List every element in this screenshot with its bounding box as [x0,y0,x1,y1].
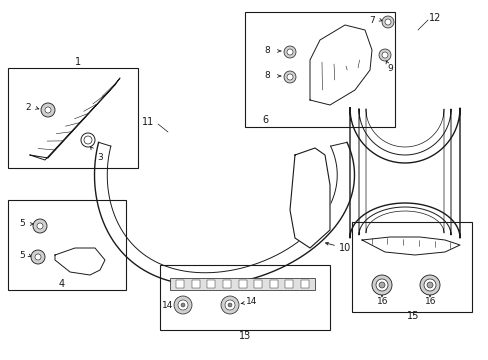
Circle shape [426,282,432,288]
Bar [244,12,394,127]
Text: 8: 8 [264,71,269,80]
Text: 3: 3 [97,153,102,162]
Circle shape [286,49,292,55]
Bar [223,280,230,288]
Polygon shape [309,25,371,105]
Circle shape [221,296,239,314]
Text: 4: 4 [59,279,65,289]
Bar [351,222,471,312]
Polygon shape [361,237,459,255]
Circle shape [31,250,45,264]
Text: 8: 8 [264,45,269,54]
Circle shape [224,300,235,310]
Circle shape [37,223,43,229]
Text: 11: 11 [142,117,154,127]
Circle shape [419,275,439,295]
Text: 7: 7 [368,15,374,24]
Text: 16: 16 [376,297,388,306]
Circle shape [381,16,393,28]
Circle shape [41,103,55,117]
Text: 5: 5 [19,219,25,228]
Bar [160,265,329,330]
Circle shape [33,219,47,233]
Text: 9: 9 [386,63,392,72]
Circle shape [381,52,387,58]
Text: 1: 1 [75,57,81,67]
Bar [269,280,277,288]
Circle shape [81,133,95,147]
Text: 14: 14 [246,297,257,306]
Text: 16: 16 [425,297,436,306]
Circle shape [178,300,187,310]
Circle shape [174,296,192,314]
Circle shape [423,279,435,291]
Circle shape [384,19,390,25]
Bar [191,280,199,288]
Circle shape [84,136,92,144]
Bar [301,280,308,288]
Circle shape [378,49,390,61]
Text: 13: 13 [238,331,251,341]
Circle shape [286,74,292,80]
Polygon shape [289,148,329,248]
Circle shape [375,279,387,291]
Bar [238,280,246,288]
Circle shape [371,275,391,295]
Text: 14: 14 [162,301,173,310]
Circle shape [227,303,231,307]
Text: 15: 15 [406,311,418,321]
Circle shape [378,282,384,288]
Bar [170,278,314,290]
Bar [8,68,138,168]
Text: 6: 6 [262,115,267,125]
Text: 10: 10 [338,243,350,253]
Polygon shape [55,248,105,275]
Circle shape [284,46,295,58]
Circle shape [35,254,41,260]
Bar [8,200,126,290]
Bar [207,280,215,288]
Circle shape [284,71,295,83]
Bar [176,280,183,288]
Bar [285,280,293,288]
Circle shape [45,107,51,113]
Bar [254,280,262,288]
Circle shape [181,303,184,307]
Text: 12: 12 [428,13,440,23]
Polygon shape [30,78,120,160]
Text: 2: 2 [25,103,31,112]
Text: 5: 5 [19,251,25,260]
